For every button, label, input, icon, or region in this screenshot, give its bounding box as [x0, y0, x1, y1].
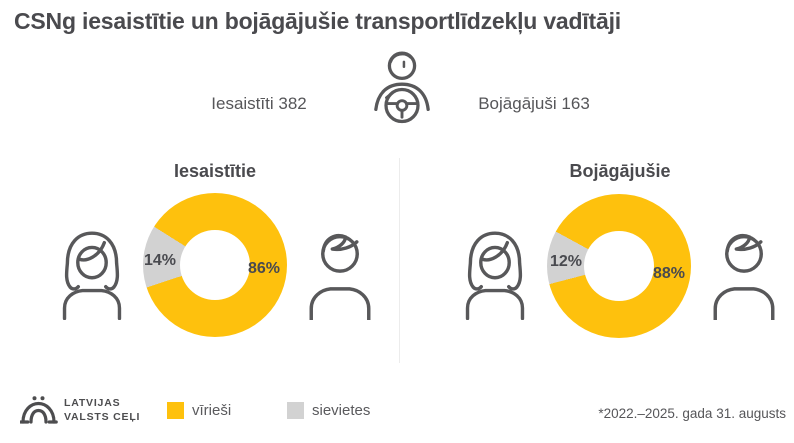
woman-icon	[459, 226, 531, 320]
stat-involved: Iesaistīti 382	[199, 94, 319, 114]
page-title: CSNg iesaistītie un bojāgājušie transpor…	[14, 8, 621, 34]
legend-label-men: vīrieši	[192, 402, 232, 419]
driver-with-steering-wheel-icon	[371, 49, 433, 131]
chart-title-killed: Bojāgājušie	[569, 161, 671, 181]
stat-killed-value: 163	[561, 94, 590, 113]
legend-item-women: sievietes	[287, 402, 370, 419]
legend-swatch-women	[287, 402, 304, 419]
legend-item-men: vīrieši	[167, 402, 231, 419]
donut-chart-killed	[547, 194, 691, 338]
footnote: *2022.–2025. gada 31. augusts	[598, 406, 786, 421]
stat-killed: Bojāgājuši 163	[468, 94, 600, 114]
legend-swatch-men	[167, 402, 184, 419]
donut-chart-involved	[143, 193, 287, 337]
percent-label-men-involved: 86%	[247, 260, 281, 277]
percent-label-men-killed: 88%	[652, 265, 686, 282]
legend-label-women: sievietes	[312, 402, 371, 419]
lvc-logo-text-line1: LATVIJAS	[64, 397, 121, 409]
lvc-logo-text: LATVIJAS VALSTS CEĻI	[64, 397, 140, 425]
panel-divider	[399, 158, 400, 363]
percent-label-women-killed: 12%	[549, 253, 583, 270]
man-icon	[710, 228, 778, 320]
stat-killed-label: Bojāgājuši	[478, 94, 557, 113]
percent-label-women-involved: 14%	[143, 252, 177, 269]
stat-involved-label: Iesaistīti	[211, 94, 274, 113]
lvc-logo-icon	[19, 395, 58, 425]
stat-involved-value: 382	[278, 94, 307, 113]
woman-icon	[56, 226, 128, 320]
chart-title-involved: Iesaistītie	[173, 161, 257, 181]
man-icon	[306, 228, 374, 320]
lvc-logo-text-line2: VALSTS CEĻI	[64, 410, 141, 423]
